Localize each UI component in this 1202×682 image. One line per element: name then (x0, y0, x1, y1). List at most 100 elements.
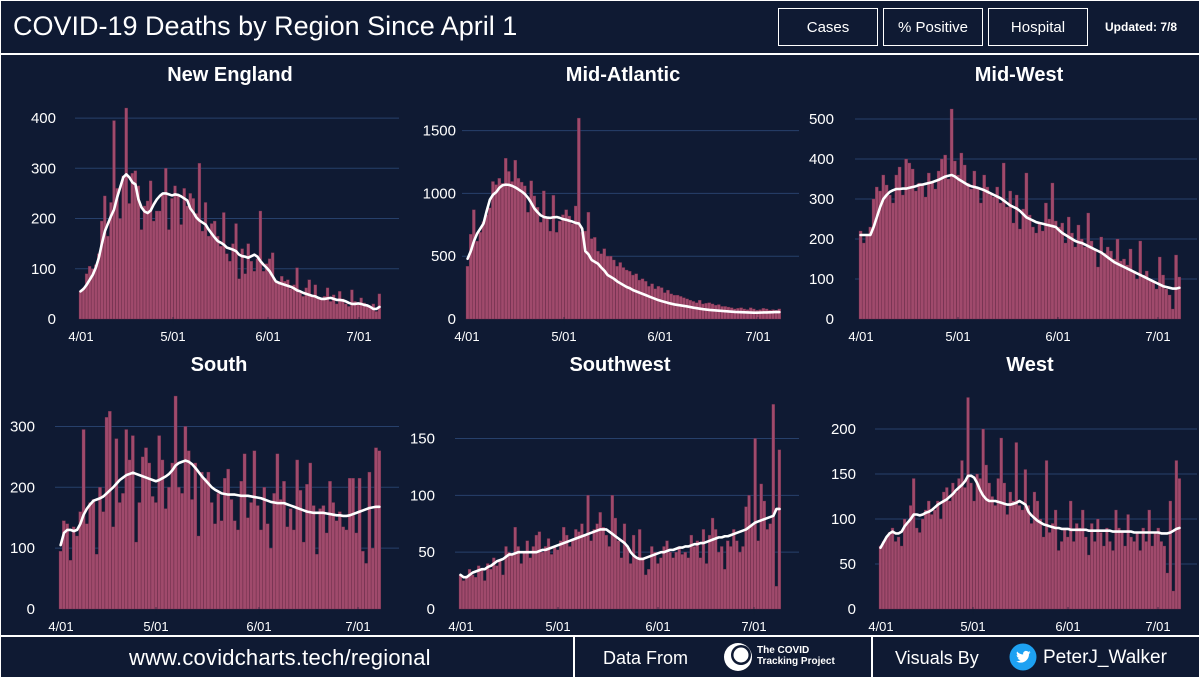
bar (567, 215, 572, 320)
bar (170, 462, 175, 610)
cases-button[interactable]: Cases (778, 8, 878, 46)
bar (461, 580, 466, 610)
bar (686, 557, 690, 610)
covid-tracking-project-logo[interactable] (723, 642, 753, 672)
bar (252, 450, 257, 610)
bar (920, 184, 925, 320)
x-tick-label: 4/01 (48, 619, 73, 634)
bar (972, 500, 976, 610)
bar (344, 529, 349, 610)
y-tick-label: 0 (27, 601, 35, 618)
bar (1099, 236, 1103, 320)
bar (720, 546, 724, 610)
bar (943, 154, 947, 320)
hospital-button[interactable]: Hospital (988, 8, 1088, 46)
bar (738, 551, 742, 610)
bar (537, 531, 542, 610)
site-url-link[interactable]: www.covidcharts.tech/regional (129, 645, 431, 670)
moving-average-line (459, 507, 781, 579)
bar (115, 188, 119, 320)
bar (305, 484, 309, 610)
bar (759, 483, 763, 610)
bar (91, 499, 96, 610)
bar (622, 523, 627, 610)
bar (186, 450, 191, 610)
bar (75, 535, 79, 610)
covid-tracking-project-text: The COVID Tracking Project (757, 645, 835, 667)
bar (1105, 527, 1109, 610)
bar (904, 158, 908, 320)
percent-positive-button[interactable]: % Positive (883, 8, 983, 46)
bar (641, 557, 645, 610)
y-tick-label: 200 (809, 231, 834, 248)
bar (255, 505, 260, 610)
x-tick-label: 5/01 (143, 619, 168, 634)
bar (200, 471, 204, 610)
x-tick-label: 6/01 (1055, 619, 1080, 634)
bar (528, 557, 532, 610)
bar (1123, 545, 1127, 610)
y-tick-label: 1500 (423, 123, 456, 140)
bar (978, 478, 982, 610)
bar (924, 509, 928, 610)
y-tick-label: 100 (31, 261, 56, 278)
bar (912, 478, 916, 610)
bar (733, 308, 737, 320)
bar (183, 426, 188, 610)
bar (130, 173, 134, 320)
bar (354, 532, 359, 610)
bar (255, 258, 260, 320)
bar (371, 303, 375, 320)
bar (1037, 222, 1042, 320)
bar (884, 536, 889, 610)
logo-text-line-2: Tracking Project (757, 656, 835, 667)
x-tick-label: 4/01 (454, 329, 479, 344)
bar (88, 502, 92, 610)
bar (71, 526, 76, 610)
bar (666, 289, 670, 320)
bar (494, 184, 498, 320)
bar (344, 303, 348, 320)
bar (1024, 172, 1029, 320)
bar (301, 296, 305, 320)
y-tick-label: 150 (410, 430, 435, 447)
bar (526, 212, 530, 320)
bar (951, 482, 955, 610)
bar (311, 505, 316, 610)
footer-divider (573, 637, 575, 679)
bar (1177, 276, 1182, 320)
bar (140, 456, 145, 610)
bar (677, 546, 681, 610)
bar (370, 547, 375, 610)
twitter-icon[interactable] (1009, 643, 1037, 671)
bar (1096, 266, 1100, 320)
bar (246, 243, 250, 320)
bar (682, 297, 686, 320)
bar (707, 534, 712, 610)
bar (729, 307, 734, 320)
bar (1021, 208, 1025, 320)
bar (374, 447, 378, 610)
bar (534, 534, 539, 610)
bar (1144, 541, 1148, 610)
bar (891, 202, 895, 320)
bar (209, 502, 214, 610)
bar (1162, 545, 1166, 610)
bar (545, 218, 549, 320)
bar (124, 429, 129, 610)
bar (190, 499, 194, 610)
bar (134, 541, 138, 610)
bar (475, 240, 479, 320)
bar (338, 511, 342, 610)
twitter-handle[interactable]: PeterJ_Walker (1043, 647, 1167, 668)
bar (289, 288, 293, 320)
bar (177, 487, 181, 610)
bar (589, 540, 593, 610)
bar (489, 569, 493, 610)
bar (464, 576, 469, 610)
bar (906, 523, 910, 610)
bar (228, 261, 232, 320)
bar (144, 447, 148, 610)
bar (532, 195, 537, 320)
bar (127, 459, 132, 610)
